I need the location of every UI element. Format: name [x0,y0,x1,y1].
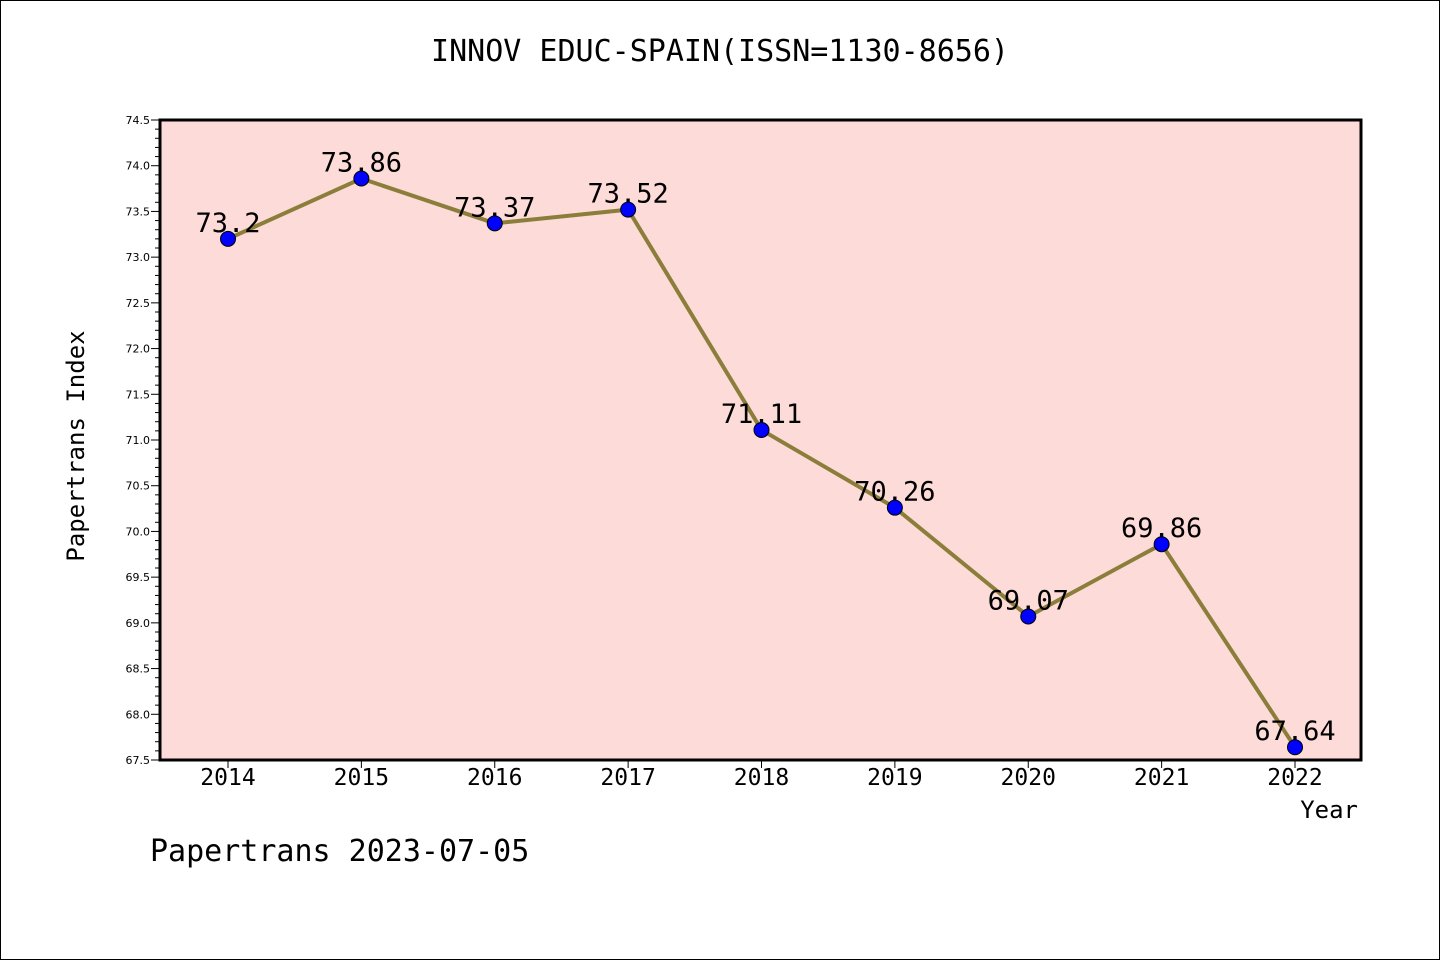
y-axis-label: Papertrans Index [62,330,90,562]
data-label: 69.07 [988,585,1069,616]
y-tick-label: 72.0 [126,343,151,356]
data-label: 71.11 [721,399,802,430]
data-label: 73.52 [587,179,668,210]
y-tick-label: 70.5 [126,480,151,493]
y-tick-label: 69.5 [126,571,151,584]
y-tick-label: 71.0 [126,434,151,447]
y-tick-label: 74.5 [126,114,151,127]
x-tick-label: 2017 [600,765,655,791]
data-label: 73.2 [195,208,260,239]
data-label: 67.64 [1254,716,1335,747]
y-tick-label: 71.5 [126,388,151,401]
data-point [220,230,236,247]
plot-border [158,118,1363,762]
data-label: 73.86 [321,148,402,179]
y-tick-label: 67.5 [126,754,151,767]
data-point [353,170,370,187]
y-tick-label: 73.5 [126,205,151,218]
x-axis-label: Year [1300,796,1358,824]
chart-title: INNOV EDUC-SPAIN(ISSN=1130-8656) [431,34,1009,69]
x-tick-label: 2019 [867,765,922,791]
plot-area [160,120,1361,760]
x-tick-label: 2014 [200,765,255,791]
x-tick-label: 2018 [734,765,789,791]
data-label: 69.86 [1121,513,1202,544]
y-tick-label: 68.5 [126,663,151,676]
data-point [1153,536,1170,553]
data-label: 70.26 [854,477,935,508]
data-point [753,421,770,438]
data-label: 73.37 [454,192,535,223]
y-axis: 67.5 68.0 68.5 69.0 69.5 70.0 70.5 71.0 71.5 72.0… [126,114,160,767]
x-tick-label: 2016 [467,765,522,791]
data-point [620,201,637,218]
x-axis: 2014 2015 2016 2017 2018 2019 2020 2021 2022 [200,760,1323,791]
data-point [886,499,903,516]
y-tick-label: 69.0 [126,617,151,630]
y-tick-label: 73.0 [126,251,151,264]
x-tick-label: 2015 [334,765,389,791]
data-point [486,215,503,232]
data-point [1020,608,1037,625]
footer-text: Papertrans 2023-07-05 [150,834,530,869]
y-tick-label: 72.5 [126,297,151,310]
x-tick-label: 2022 [1267,765,1322,791]
y-tick-label: 70.0 [126,525,151,538]
y-tick-label: 74.0 [126,160,151,173]
series-group: 73.2 73.86 73.37 73.52 71.11 70.26 69.07 69.86 6… [195,148,1336,756]
x-tick-label: 2020 [1001,765,1056,791]
x-tick-label: 2021 [1134,765,1189,791]
y-tick-label: 68.0 [126,708,151,721]
data-point [1287,739,1303,756]
